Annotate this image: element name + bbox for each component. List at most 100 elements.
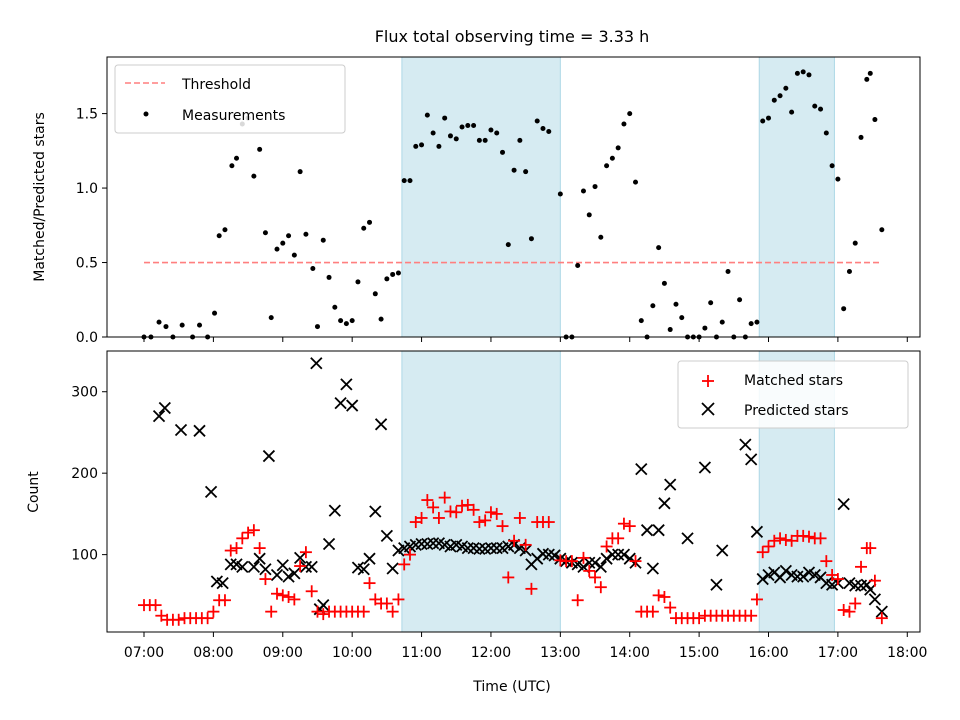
matched-star-point (594, 581, 607, 594)
matched-star-point (415, 511, 428, 524)
measurement-point (789, 109, 795, 115)
measurement-point (361, 225, 367, 231)
predicted-star-point (779, 564, 792, 578)
predicted-star-point (698, 461, 712, 474)
predicted-star-point (259, 563, 272, 576)
predicted-star-point (224, 558, 237, 571)
predicted-star-point (658, 497, 671, 510)
top-legend: Threshold Measurements (114, 64, 346, 134)
measurement-point (766, 115, 772, 121)
matched-star-point (403, 548, 416, 561)
measurement-point (442, 115, 448, 121)
measurement-point (760, 118, 766, 124)
measurement-point (229, 163, 235, 169)
matched-star-point (658, 590, 671, 603)
measurement-point (812, 103, 818, 109)
x-tick-label: 16:00 (748, 645, 788, 661)
x-tick-label: 14:00 (610, 645, 650, 661)
matched-star-point (513, 511, 526, 524)
measurement-point (656, 245, 662, 251)
matched-star-point (864, 542, 877, 555)
measurement-point (332, 304, 338, 310)
measurement-point (303, 231, 309, 237)
y-tick-label: 0.5 (76, 256, 98, 272)
measurement-point (754, 319, 760, 325)
measurement-point (609, 155, 615, 161)
matched-star-point (149, 599, 162, 612)
matched-star-point (432, 511, 445, 524)
measurement-point (679, 315, 685, 321)
measurement-point (310, 265, 316, 271)
measurement-point (384, 276, 390, 282)
measurement-point (262, 230, 268, 236)
measurement-point (615, 145, 621, 151)
matched-star-point (265, 605, 278, 618)
predicted-star-point (158, 401, 171, 415)
predicted-star-point (236, 560, 249, 573)
matched-star-point (762, 540, 775, 553)
predicted-star-point (386, 562, 399, 575)
matched-star-point (756, 546, 769, 559)
matched-star-point (247, 524, 260, 537)
matched-star-point (467, 503, 480, 516)
measurement-point (343, 321, 349, 327)
measurement-point (349, 318, 355, 324)
matched-star-point (438, 491, 451, 504)
matched-star-point (843, 605, 856, 618)
predicted-star-point (357, 563, 370, 576)
matched-star-point (271, 587, 284, 600)
matched-star-point (473, 516, 486, 529)
matched-star-point (236, 532, 249, 545)
matched-star-point (612, 532, 625, 545)
top-shaded-interval-1 (758, 56, 835, 338)
measurement-point (627, 111, 633, 117)
measurement-point (212, 310, 218, 316)
predicted-star-point (473, 542, 486, 556)
predicted-star-point (276, 559, 289, 572)
matched-star-point (768, 534, 781, 547)
predicted-star-point (868, 593, 882, 606)
top-y-axis-label: Matched/Predicted stars (32, 112, 48, 282)
matched-star-point (750, 593, 763, 606)
measurement-point (604, 163, 610, 169)
predicted-star-point (305, 560, 318, 573)
predicted-star-point (594, 560, 607, 573)
measurement-point (338, 318, 344, 324)
predicted-stars-points (152, 357, 888, 618)
predicted-star-point (346, 399, 359, 412)
bottom-legend: Matched stars Predicted stars (677, 360, 909, 429)
predicted-star-point (322, 537, 336, 551)
matched-star-point (224, 544, 237, 557)
measurement-point (879, 227, 885, 233)
predicted-star-point (193, 424, 206, 437)
measurement-point (725, 268, 731, 274)
measurement-point (846, 268, 852, 274)
predicted-star-point (216, 576, 229, 590)
x-tick-label: 13:00 (540, 645, 580, 661)
x-tick-label: 17:00 (818, 645, 858, 661)
matched-star-point (664, 601, 677, 614)
measurement-points (141, 69, 885, 340)
matched-star-point (201, 612, 214, 625)
measurement-point (390, 271, 396, 277)
matched-star-point (282, 590, 295, 603)
measurement-point (320, 237, 326, 243)
matched-star-point (218, 594, 231, 607)
measurement-point (407, 178, 413, 184)
x-tick-label: 09:00 (263, 645, 303, 661)
matched-star-point (774, 532, 787, 545)
measurement-point (841, 306, 847, 312)
matched-star-point (837, 604, 850, 617)
predicted-star-point (253, 552, 266, 565)
predicted-star-point (791, 570, 804, 583)
matched-star-point (542, 516, 555, 529)
measurement-point (638, 318, 644, 324)
measurement-point (517, 137, 523, 143)
predicted-star-point (174, 423, 188, 437)
x-tick-label: 18:00 (887, 645, 927, 661)
predicted-star-point (363, 552, 376, 565)
bottom-axes-frame (106, 350, 921, 633)
top-shaded-interval-0 (401, 56, 561, 338)
predicted-star-point (340, 378, 353, 391)
matched-star-point (242, 526, 255, 539)
